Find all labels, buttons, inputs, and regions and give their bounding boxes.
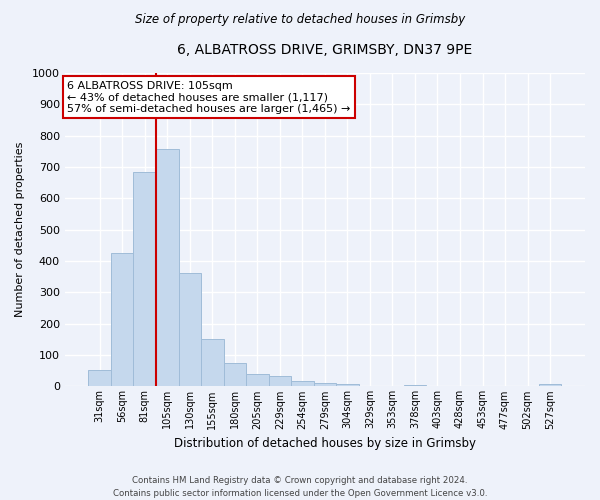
Bar	[404, 385, 426, 386]
Bar	[111, 253, 133, 386]
Bar	[336, 384, 359, 386]
Title: 6, ALBATROSS DRIVE, GRIMSBY, DN37 9PE: 6, ALBATROSS DRIVE, GRIMSBY, DN37 9PE	[177, 42, 473, 56]
Bar	[224, 363, 246, 386]
Y-axis label: Number of detached properties: Number of detached properties	[15, 142, 25, 318]
X-axis label: Distribution of detached houses by size in Grimsby: Distribution of detached houses by size …	[174, 437, 476, 450]
Bar	[314, 384, 336, 386]
Bar	[539, 384, 562, 386]
Text: Contains HM Land Registry data © Crown copyright and database right 2024.
Contai: Contains HM Land Registry data © Crown c…	[113, 476, 487, 498]
Bar	[269, 376, 291, 386]
Text: Size of property relative to detached houses in Grimsby: Size of property relative to detached ho…	[135, 12, 465, 26]
Bar	[88, 370, 111, 386]
Bar	[291, 380, 314, 386]
Bar	[246, 374, 269, 386]
Bar	[156, 149, 179, 386]
Text: 6 ALBATROSS DRIVE: 105sqm
← 43% of detached houses are smaller (1,117)
57% of se: 6 ALBATROSS DRIVE: 105sqm ← 43% of detac…	[67, 81, 351, 114]
Bar	[133, 172, 156, 386]
Bar	[201, 338, 224, 386]
Bar	[179, 273, 201, 386]
